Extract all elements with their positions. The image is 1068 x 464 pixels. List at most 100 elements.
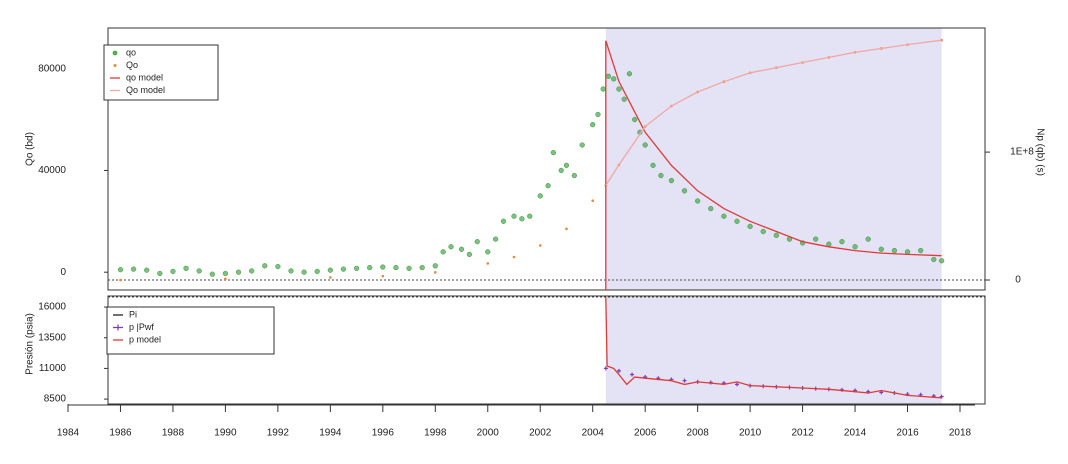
data-point <box>591 199 595 203</box>
data-point <box>904 249 911 255</box>
x-tick-label: 1992 <box>267 428 290 439</box>
legend-swatch <box>112 50 118 56</box>
data-point <box>563 162 570 168</box>
series-line <box>605 40 942 290</box>
data-point <box>668 178 675 184</box>
data-point <box>650 162 656 168</box>
data-point <box>353 265 360 271</box>
data-point <box>708 206 714 212</box>
data-point <box>183 265 189 271</box>
data-point <box>485 249 491 255</box>
x-tick-label: 2008 <box>687 428 710 439</box>
data-point <box>275 263 281 270</box>
y-axis-label: Qo (bd) <box>25 132 36 166</box>
legend: Pi p |Pwf p model <box>106 306 275 355</box>
x-tick-label: 1988 <box>162 428 185 439</box>
data-point <box>600 86 606 92</box>
x-tick-label: 2018 <box>949 428 972 439</box>
data-point <box>380 264 386 270</box>
legend-label: Pi <box>129 309 137 319</box>
data-point <box>511 213 517 219</box>
legend-label: qo <box>126 47 136 57</box>
x-tick-label: 2012 <box>791 428 814 439</box>
data-point <box>579 142 585 148</box>
y-axis-label: Presión (psia) <box>25 313 36 375</box>
legend-label: Qo model <box>126 85 165 95</box>
x-tick-label: 2000 <box>477 428 500 439</box>
data-point <box>340 266 347 272</box>
data-point <box>314 268 320 275</box>
data-point <box>381 274 385 278</box>
x-tick-label: 2010 <box>739 428 762 439</box>
data-point <box>432 263 438 269</box>
data-point <box>558 167 564 174</box>
data-point <box>773 232 779 238</box>
data-point <box>590 122 596 128</box>
data-point <box>760 228 766 235</box>
x-tick-label: 1990 <box>214 428 237 439</box>
data-point <box>527 213 533 219</box>
data-point <box>196 268 202 274</box>
legend-label: Qo <box>126 60 138 70</box>
data-point <box>367 265 373 271</box>
data-point <box>249 268 255 274</box>
data-point <box>616 86 622 92</box>
x-tick-label: 1984 <box>57 428 80 439</box>
data-point <box>157 270 163 277</box>
data-point <box>565 227 568 231</box>
legend: qo Qo qo model Qo model <box>103 44 219 101</box>
data-point <box>466 251 473 257</box>
legend-swatch <box>113 324 123 331</box>
legend-box <box>103 44 219 101</box>
data-point <box>545 183 551 189</box>
data-point <box>813 236 819 242</box>
data-point <box>681 188 688 194</box>
y2-tick-label: 0 <box>1015 275 1021 286</box>
y2-tick-label: 1E+8 <box>1010 147 1034 158</box>
data-point <box>939 258 945 264</box>
plot-frame <box>107 27 986 291</box>
data-point <box>327 267 333 273</box>
x-tick-label: 2002 <box>529 428 552 439</box>
series-points <box>117 71 945 277</box>
data-point <box>695 198 701 204</box>
data-point <box>209 271 215 277</box>
y-tick-label: 11000 <box>39 363 67 374</box>
data-point <box>406 265 412 271</box>
highlight-region <box>605 28 942 290</box>
x-tick-label: 1998 <box>424 428 447 439</box>
data-point <box>939 394 944 399</box>
y-tick-label: 13500 <box>38 332 66 343</box>
data-point <box>144 267 150 273</box>
data-point <box>222 270 229 277</box>
data-point <box>500 218 507 224</box>
data-point <box>632 116 638 123</box>
data-point <box>119 278 122 282</box>
legend-box <box>106 306 275 355</box>
data-point <box>117 267 124 273</box>
data-point <box>642 142 648 148</box>
data-point <box>262 263 268 269</box>
data-point <box>595 111 601 118</box>
data-point <box>393 265 399 271</box>
data-point <box>550 150 556 156</box>
data-point <box>603 366 608 371</box>
data-point <box>537 193 543 199</box>
data-point <box>658 172 664 179</box>
data-point <box>433 271 437 274</box>
data-point <box>130 266 137 272</box>
data-point <box>224 277 227 281</box>
data-point <box>474 239 480 245</box>
data-point <box>735 382 739 387</box>
data-point <box>493 236 499 242</box>
x-tick-label: 2016 <box>896 428 919 439</box>
data-point <box>878 246 884 252</box>
data-point <box>616 368 621 373</box>
data-point <box>721 213 727 219</box>
x-tick-label: 2004 <box>582 428 605 439</box>
data-point <box>512 255 516 259</box>
data-point <box>571 172 577 179</box>
x-tick-label: 1996 <box>372 428 395 439</box>
data-point <box>486 262 490 265</box>
